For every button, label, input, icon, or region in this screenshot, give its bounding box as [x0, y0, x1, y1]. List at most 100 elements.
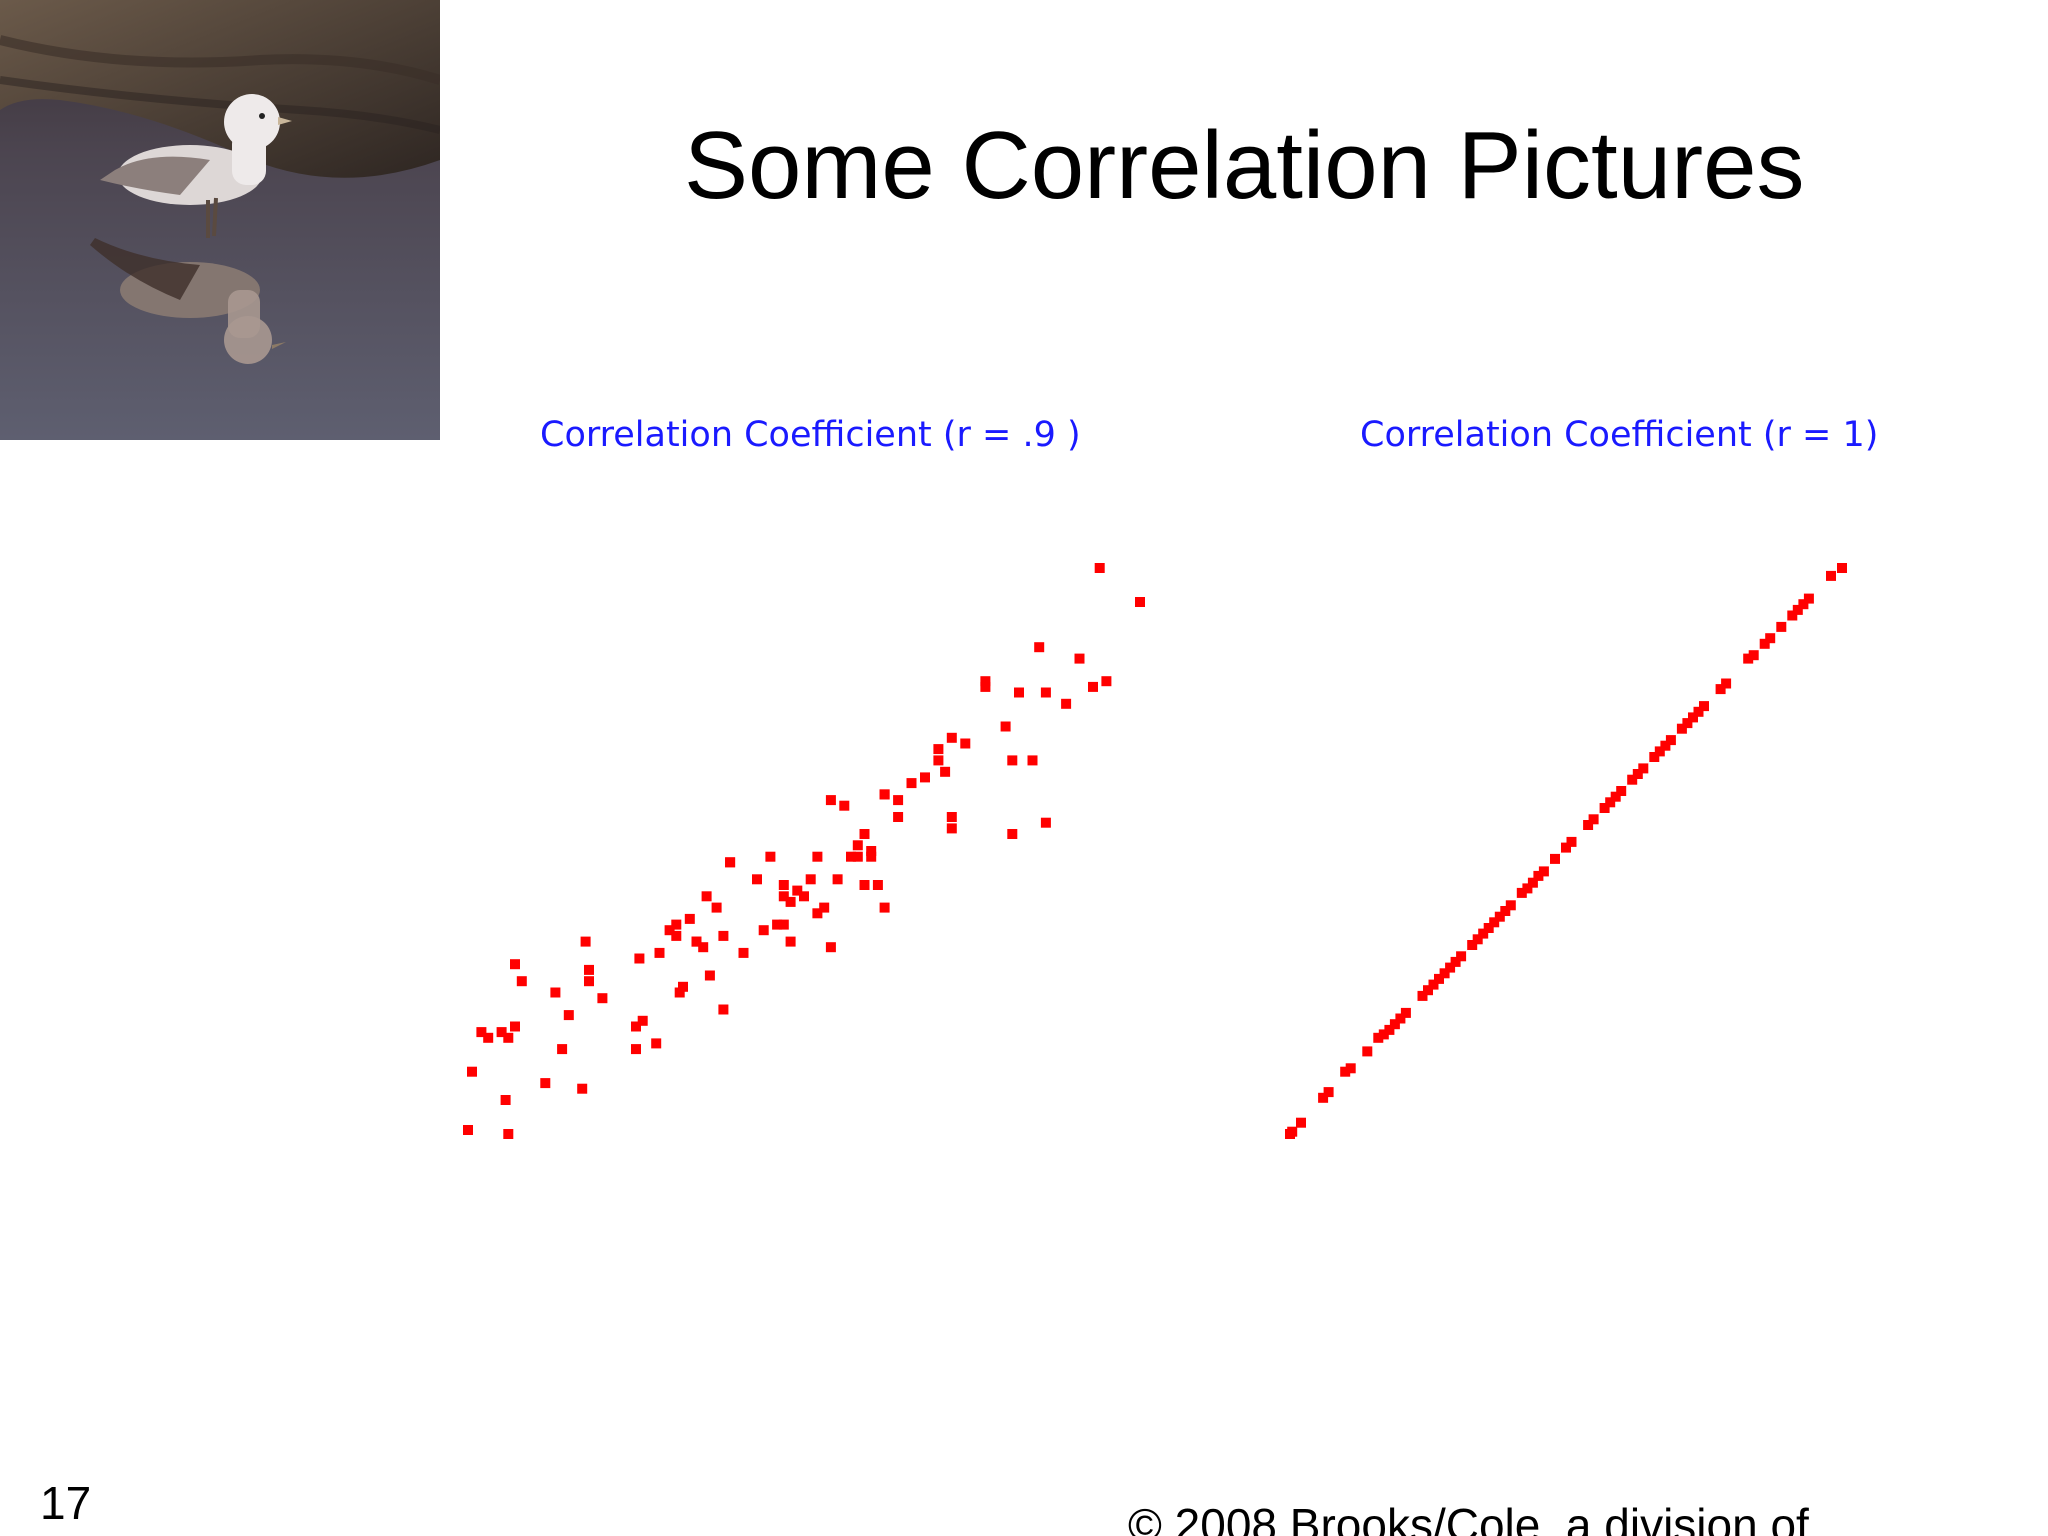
scatter-point [1323, 1087, 1334, 1098]
scatter-point [1467, 940, 1478, 950]
scatter-point [1423, 985, 1433, 996]
scatter-point [1101, 676, 1112, 687]
scatter-point [1792, 604, 1803, 615]
scatter-point [1472, 934, 1483, 945]
scatter-point [846, 851, 856, 862]
scatter-point [1061, 698, 1072, 709]
scatter-point [1000, 721, 1011, 732]
scatter-point [1660, 740, 1671, 751]
scatter-point [879, 789, 890, 800]
scatter-point [1533, 870, 1544, 881]
scatter-point [1074, 653, 1085, 664]
scatter-point [563, 1010, 574, 1021]
scatter-point [946, 823, 957, 834]
scatter-point [1494, 911, 1505, 922]
scatter-point [1654, 746, 1665, 757]
scatter-point [778, 880, 789, 890]
slide-number: 17 [40, 1477, 92, 1529]
scatter-point [1340, 1066, 1351, 1077]
scatter-point [1007, 829, 1018, 839]
scatter-point [893, 812, 904, 822]
scatter-point [1428, 979, 1439, 990]
scatter-point [671, 919, 682, 930]
scatter-point [778, 891, 789, 902]
scatter-point [1649, 752, 1660, 762]
scatter-point [1765, 633, 1776, 644]
scatter-point [1287, 1126, 1298, 1137]
scatter-point [1616, 786, 1627, 796]
scatter-point [577, 1083, 588, 1094]
scatter-point [866, 851, 877, 862]
scatter-point [1445, 962, 1456, 973]
scatter-point [691, 936, 702, 947]
scatter-point [1627, 774, 1638, 785]
scatter-point [1837, 563, 1847, 573]
scatter-point [557, 1044, 568, 1055]
scatter-point [1505, 900, 1516, 911]
scatter-point [1588, 814, 1599, 825]
scatter-point [674, 987, 685, 998]
seagull-photo [0, 0, 440, 440]
scatter-point [805, 874, 816, 885]
scatter-point [1550, 853, 1560, 864]
scatter-point [476, 1027, 487, 1038]
scatter-point [879, 902, 890, 913]
scatter-point [1400, 1007, 1411, 1018]
scatter-point [1007, 755, 1018, 766]
scatter-point [1699, 701, 1709, 712]
scatter-point [980, 681, 991, 692]
scatter-point [778, 919, 789, 930]
copyright-notice: © 2008 Brooks/Cole, a division of [1128, 1499, 1809, 1536]
scatter-point [637, 1015, 648, 1026]
scatter-point [859, 829, 870, 839]
scatter-point [1296, 1117, 1306, 1128]
scatter-point [825, 942, 836, 953]
scatter-point [1034, 642, 1045, 653]
scatter-point [634, 953, 645, 964]
scatter-point [1456, 951, 1467, 962]
scatter-point [799, 891, 809, 902]
scatter-point [1527, 877, 1538, 888]
scatter-point [467, 1066, 477, 1077]
scatter-point [718, 930, 729, 941]
scatter-point [463, 1125, 473, 1135]
scatter-point [1826, 570, 1836, 581]
scatter-point [1500, 906, 1511, 916]
scatter-chart-r-0-9: Correlation Coefficient (r = .9 ) [463, 415, 1145, 1139]
scatter-point [725, 857, 736, 868]
scatter-point [1682, 718, 1693, 729]
scatter-point [584, 976, 594, 987]
scatter-point [1676, 723, 1687, 734]
scatter-point [946, 732, 957, 743]
scatter-point [550, 987, 561, 998]
scatter-point [510, 959, 520, 970]
scatter-point [701, 891, 712, 902]
scatter-point [906, 778, 917, 789]
scatter-point [920, 772, 930, 783]
scatter-point [812, 908, 823, 919]
scatter-point [832, 874, 843, 885]
scatter-point [540, 1078, 551, 1089]
scatter-point [1014, 687, 1024, 698]
scatter-point [839, 800, 850, 811]
scatter-point [1798, 599, 1809, 610]
scatter-point [1605, 797, 1616, 808]
scatter-point [1522, 883, 1533, 894]
scatter-point [651, 1038, 662, 1049]
scatter-point [718, 1004, 729, 1015]
scatter-point [1665, 735, 1676, 746]
scatter-point [785, 936, 796, 947]
scatter-point [1318, 1092, 1329, 1103]
scatter-point [765, 851, 776, 862]
scatter-point [758, 925, 769, 936]
scatter-point [852, 851, 863, 862]
scatter-point [752, 874, 762, 885]
scatter-point [1040, 687, 1051, 698]
scatter-point [1688, 712, 1698, 723]
scatter-point [785, 896, 796, 907]
scatter-point [1135, 597, 1145, 607]
scatter-point [711, 902, 722, 913]
scatter-point [1389, 1019, 1400, 1030]
scatter-point [1088, 681, 1098, 692]
